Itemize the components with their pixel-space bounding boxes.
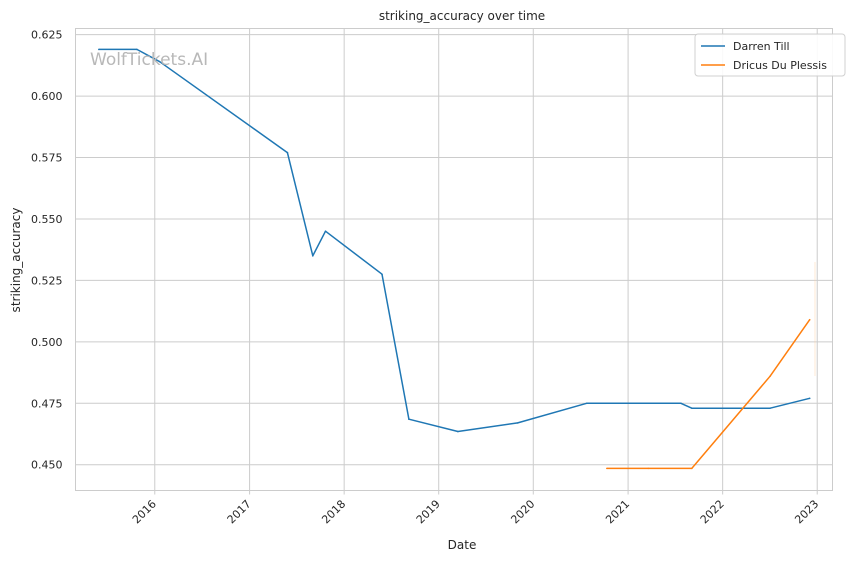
data-point-darren-till (585, 402, 588, 405)
x-tick-label: 2023 (792, 497, 821, 526)
data-point-dricus-du-plessis (647, 467, 650, 470)
data-point-darren-till (98, 48, 100, 51)
data-point-darren-till (516, 422, 519, 424)
x-tick-label: 2019 (414, 497, 443, 526)
x-tick-label: 2022 (698, 497, 727, 526)
data-point-darren-till (381, 273, 383, 276)
y-tick-label: 0.600 (31, 90, 63, 103)
legend-label-dricus-du-plessis: Dricus Du Plessis (733, 59, 827, 72)
data-point-dricus-du-plessis (691, 467, 693, 470)
data-point-darren-till (136, 48, 138, 51)
data-point-darren-till (286, 151, 289, 154)
x-axis-label: Date (448, 538, 477, 552)
x-tick-label: 2021 (603, 497, 632, 526)
data-point-darren-till (324, 230, 327, 233)
plot-frame (75, 28, 833, 491)
x-tick-label: 2016 (130, 497, 159, 526)
grid (75, 28, 833, 495)
data-point-dricus-du-plessis (606, 467, 608, 470)
y-tick-label: 0.625 (31, 29, 63, 42)
data-point-darren-till (769, 407, 771, 409)
data-point-darren-till (680, 402, 682, 405)
series-line-darren-till (98, 48, 810, 433)
y-tick-labels: 0.450 0.475 0.500 0.525 0.550 0.575 0.600 0.625 (31, 29, 63, 472)
y-axis-label: striking_accuracy (9, 208, 23, 313)
legend: Darren Till Dricus Du Plessis (694, 33, 846, 77)
data-point-dricus-du-plessis (769, 375, 771, 378)
y-tick-label: 0.450 (31, 459, 63, 472)
data-point-darren-till (312, 255, 314, 257)
data-point-dricus-du-plessis (808, 318, 811, 321)
x-tick-label: 2018 (319, 497, 348, 526)
y-tick-label: 0.550 (31, 213, 63, 226)
data-point-darren-till (457, 430, 459, 433)
chart-title: striking_accuracy over time (379, 9, 545, 23)
data-point-darren-till (158, 60, 161, 63)
data-point-darren-till (691, 407, 693, 409)
data-point-darren-till (808, 397, 811, 400)
series-layer (98, 48, 811, 470)
legend-label-darren-till: Darren Till (733, 40, 790, 53)
x-tick-label: 2017 (225, 497, 254, 526)
x-tick-labels: 2016 2017 2018 2019 2020 2021 2022 2023 (130, 497, 821, 526)
data-point-darren-till (408, 418, 410, 421)
y-tick-label: 0.475 (31, 397, 63, 410)
y-tick-label: 0.525 (31, 274, 63, 287)
legend-box (694, 33, 846, 77)
y-tick-label: 0.575 (31, 152, 63, 165)
x-tick-label: 2020 (508, 497, 537, 526)
y-tick-label: 0.500 (31, 336, 63, 349)
watermark: WolfTickets.AI (90, 50, 208, 70)
